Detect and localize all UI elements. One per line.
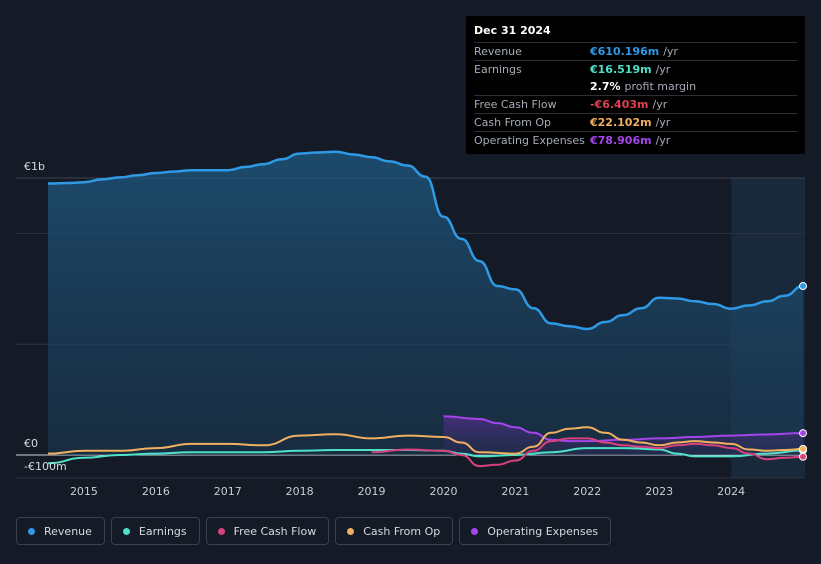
- line-layer: [47, 150, 804, 468]
- y-axis-label: -€100m: [24, 460, 67, 473]
- legend-label: Revenue: [44, 524, 92, 538]
- x-axis-labels: 2015 2016 2017 2018 2019 2020 2021 2022 2023 2024: [70, 485, 745, 498]
- tooltip-row-label: Operating Expenses: [474, 134, 585, 147]
- tooltip-row: Cash From Op €22.102m/yr: [474, 113, 797, 131]
- cash-from-op-line: [47, 426, 804, 455]
- tooltip-row-unit: /yr: [663, 45, 678, 58]
- y-axis-label: €1b: [24, 160, 45, 173]
- x-axis-label: 2015: [70, 485, 98, 498]
- free-cash-flow-line: [371, 437, 804, 468]
- legend-label: Operating Expenses: [487, 524, 599, 538]
- tooltip-row-unit: profit margin: [624, 80, 697, 93]
- tooltip-row-unit: /yr: [655, 134, 671, 147]
- x-axis-label: 2018: [286, 485, 314, 498]
- legend-item-revenue[interactable]: Revenue: [16, 517, 105, 545]
- x-axis-label: 2017: [214, 485, 242, 498]
- y-axis-labels: €1b €0 -€100m: [24, 160, 67, 473]
- legend-dot-icon: [28, 527, 35, 535]
- tooltip-date: Dec 31 2024: [474, 24, 551, 37]
- legend-label: Earnings: [138, 524, 187, 538]
- operating-expenses-line: [443, 415, 804, 443]
- x-axis-label: 2024: [717, 485, 745, 498]
- chart-legend: Revenue Earnings Free Cash Flow Cash From O…: [16, 517, 612, 547]
- tooltip-row-unit: /yr: [652, 98, 668, 111]
- legend-dot-icon: [471, 527, 479, 535]
- revenue-line: [47, 150, 804, 331]
- tooltip-rows: Revenue €610.196m/yr Earnings €16.519m/yr 2.…: [474, 42, 797, 149]
- tooltip-row-value: €16.519m: [590, 63, 652, 76]
- tooltip-row-value: 2.7%: [590, 80, 621, 93]
- revenue-end-dot: [799, 282, 807, 291]
- tooltip-row: Free Cash Flow -€6.403m/yr: [474, 95, 797, 113]
- x-axis-label: 2021: [501, 485, 529, 498]
- legend-dot-icon: [217, 527, 225, 535]
- y-axis-label: €0: [24, 437, 38, 450]
- tooltip-row: Revenue €610.196m/yr: [474, 42, 797, 60]
- legend-item-free-cash-flow[interactable]: Free Cash Flow: [205, 517, 330, 545]
- area-layer: [48, 151, 803, 455]
- legend-item-cash-from-op[interactable]: Cash From Op: [335, 517, 454, 545]
- revenue-area: [48, 151, 803, 455]
- tooltip-panel: Dec 31 2024 Revenue €610.196m/yr Earnings €…: [466, 16, 805, 154]
- tooltip-row: 2.7% profit margin: [474, 78, 797, 95]
- tooltip-row-label: Revenue: [474, 45, 522, 58]
- tooltip-row-label: Earnings: [474, 63, 522, 76]
- x-axis-label: 2019: [358, 485, 386, 498]
- tooltip-row-value: €22.102m: [590, 116, 652, 129]
- x-axis-label: 2016: [142, 485, 170, 498]
- legend-dot-icon: [347, 527, 355, 535]
- cash-from-op-end-dot: [799, 444, 807, 453]
- tooltip-row-label: Cash From Op: [474, 116, 552, 129]
- x-axis-label: 2022: [573, 485, 601, 498]
- operating-expenses-end-dot: [799, 429, 807, 438]
- tooltip-row-value: €78.906m: [590, 134, 652, 147]
- legend-item-earnings[interactable]: Earnings: [110, 517, 200, 545]
- legend-label: Cash From Op: [363, 524, 441, 538]
- x-axis-label: 2023: [645, 485, 673, 498]
- tooltip-row: Earnings €16.519m/yr: [474, 60, 797, 78]
- tooltip-row-label: Free Cash Flow: [474, 98, 557, 111]
- tooltip-row-unit: /yr: [655, 116, 671, 129]
- free-cash-flow-end-dot: [799, 452, 807, 461]
- legend-item-operating-expenses[interactable]: Operating Expenses: [459, 517, 612, 545]
- legend-dot-icon: [122, 527, 130, 535]
- tooltip-row-value: €610.196m: [590, 45, 660, 58]
- x-axis-label: 2020: [429, 485, 457, 498]
- legend-label: Free Cash Flow: [233, 524, 317, 538]
- tooltip-row: Operating Expenses €78.906m/yr: [474, 131, 797, 149]
- tooltip-row-unit: /yr: [655, 63, 671, 76]
- tooltip-row-value: -€6.403m: [590, 98, 649, 111]
- endpoint-dot-layer: [799, 282, 807, 461]
- tooltip-row-label: [474, 78, 590, 95]
